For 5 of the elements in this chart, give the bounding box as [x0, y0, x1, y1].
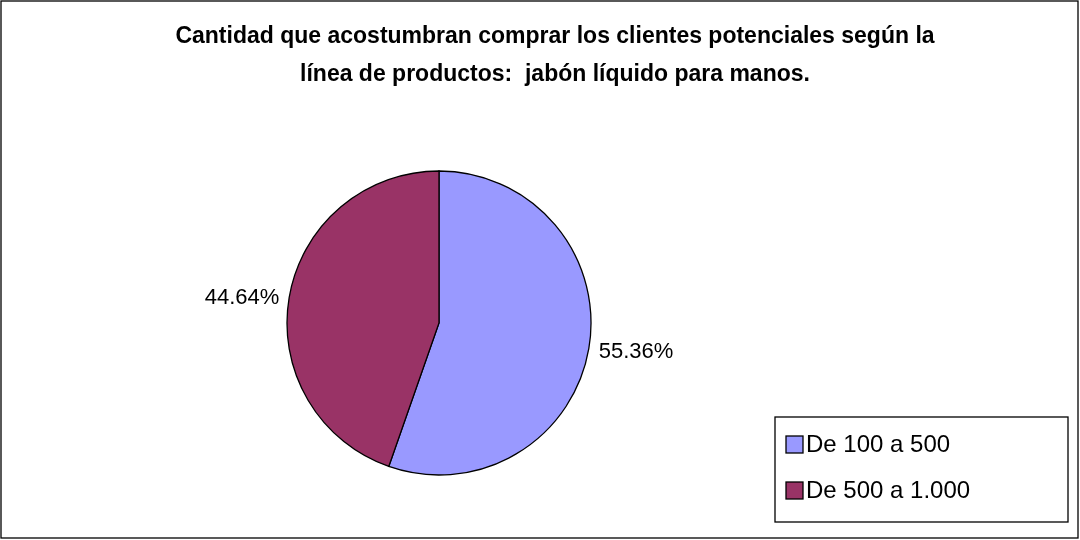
- chart-title: Cantidad que acostumbran comprar los clientes potenciales según la línea de productos: jabón líquido para manos.: [175, 22, 935, 86]
- legend-label: De 500 a 1.000: [806, 476, 971, 503]
- data-label: 55.36%: [598, 338, 674, 364]
- data-label: 44.64%: [204, 283, 280, 309]
- legend-label: De 100 a 500: [806, 430, 951, 457]
